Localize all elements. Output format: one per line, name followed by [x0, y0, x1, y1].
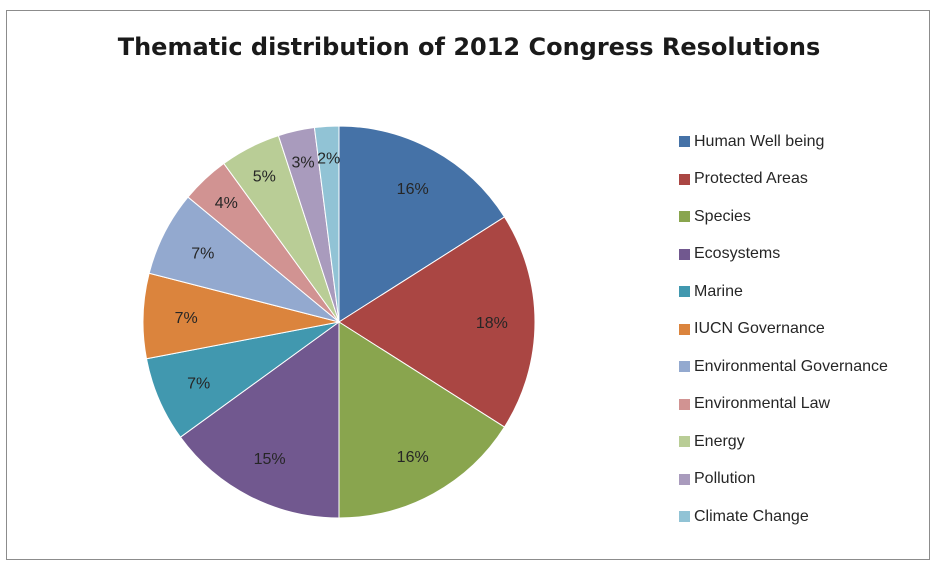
legend-label: IUCN Governance — [694, 320, 825, 338]
legend-item: IUCN Governance — [679, 311, 888, 349]
slice-label: 7% — [191, 246, 214, 263]
legend-item: Marine — [679, 273, 888, 311]
pie-slice — [338, 321, 506, 519]
legend-swatch — [679, 211, 690, 223]
chart-legend: Human Well being Protected Areas Species Ec… — [679, 123, 888, 536]
legend-item: Ecosystems — [679, 236, 888, 274]
legend-swatch — [679, 436, 690, 448]
legend-swatch — [679, 361, 690, 373]
legend-label: Protected Areas — [694, 170, 808, 188]
legend-label: Human Well being — [694, 132, 825, 150]
legend-label: Environmental Governance — [694, 357, 888, 375]
legend-label: Species — [694, 207, 751, 225]
legend-label: Climate Change — [694, 507, 809, 525]
legend-item: Energy — [679, 423, 888, 461]
legend-label: Energy — [694, 432, 745, 450]
legend-item: Environmental Governance — [679, 348, 888, 386]
slice-label: 16% — [397, 449, 429, 466]
slice-label: 16% — [397, 181, 429, 198]
legend-swatch — [679, 511, 690, 523]
legend-swatch — [679, 323, 690, 335]
slice-label: 4% — [215, 195, 238, 212]
chart-title: Thematic distribution of 2012 Congress R… — [117, 33, 821, 61]
legend-item: Species — [679, 198, 888, 236]
legend-label: Ecosystems — [694, 245, 781, 263]
legend-item: Human Well being — [679, 123, 888, 161]
legend-item: Protected Areas — [679, 161, 888, 199]
pie-slice — [338, 216, 536, 428]
legend-swatch — [679, 286, 690, 298]
slice-label: 7% — [175, 310, 198, 327]
chart-frame: Thematic distribution of 2012 Congress R… — [6, 10, 930, 560]
pie-slice — [179, 321, 340, 519]
legend-item: Environmental Law — [679, 386, 888, 424]
legend-swatch — [679, 248, 690, 260]
legend-label: Pollution — [694, 470, 756, 488]
legend-label: Environmental Law — [694, 395, 831, 413]
slice-label: 2% — [317, 151, 340, 168]
pie-slice — [338, 125, 506, 323]
legend-swatch — [679, 173, 690, 185]
pie-slice — [313, 125, 340, 323]
legend-item: Climate Change — [679, 498, 888, 536]
slice-label: 5% — [253, 168, 276, 185]
pie-chart: 16% 18% 16% 15% 7% 7% 7% 4% 5% 3% 2% — [142, 125, 536, 519]
slice-label: 15% — [254, 451, 286, 468]
legend-label: Marine — [694, 282, 743, 300]
legend-swatch — [679, 473, 690, 485]
legend-swatch — [679, 398, 690, 410]
legend-swatch — [679, 136, 690, 148]
slice-label: 7% — [187, 376, 210, 393]
legend-item: Pollution — [679, 461, 888, 499]
slice-label: 3% — [292, 154, 315, 171]
slice-label: 18% — [476, 315, 508, 332]
